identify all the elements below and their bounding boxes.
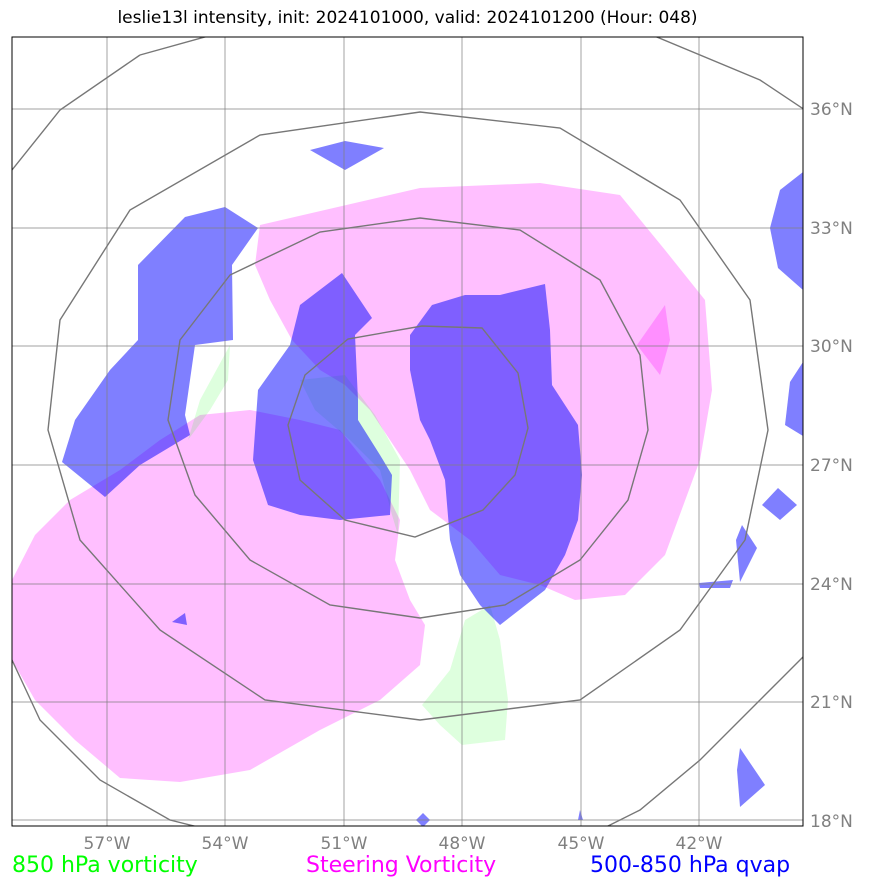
y-tick-label: 30°N — [810, 337, 853, 357]
x-tick-label: 45°W — [558, 834, 605, 854]
range-ring-1 — [287, 325, 529, 538]
qvap-west-band — [62, 207, 258, 497]
qvap-center-west — [253, 273, 392, 520]
qvap-east-upper — [770, 172, 803, 290]
range-ring-2 — [167, 217, 649, 619]
legend-qvap: 500-850 hPa qvap — [590, 853, 791, 878]
graticule — [12, 37, 803, 826]
x-tick-labels: 57°W 54°W 51°W 48°W 45°W 42°W — [84, 834, 723, 854]
y-tick-labels: 36°N 33°N 30°N 27°N 24°N 21°N 18°N — [810, 100, 853, 832]
y-tick-label: 33°N — [810, 219, 853, 239]
qvap-layer — [62, 141, 803, 826]
range-ring-4-west — [12, 54, 141, 171]
y-tick-label: 24°N — [810, 575, 853, 595]
x-tick-label: 57°W — [84, 834, 131, 854]
qvap-southeast — [737, 748, 765, 807]
y-tick-label: 21°N — [810, 693, 853, 713]
vorticity-850-west — [188, 345, 230, 440]
range-ring-4-south — [12, 659, 197, 826]
range-ring-4-east — [606, 656, 803, 826]
qvap-east-mid — [785, 362, 803, 436]
x-tick-label: 48°W — [439, 834, 486, 854]
range-rings — [12, 37, 803, 826]
legend-850-hpa-vorticity: 850 hPa vorticity — [12, 853, 198, 878]
y-tick-label: 18°N — [810, 812, 853, 832]
y-tick-label: 27°N — [810, 456, 853, 476]
legend-steering-vorticity: Steering Vorticity — [306, 853, 497, 878]
qvap-small-triangle — [736, 525, 757, 582]
qvap-small-diamond — [762, 488, 797, 520]
steering-vorticity-east — [637, 305, 670, 375]
qvap-center-east — [410, 284, 582, 625]
x-tick-label: 54°W — [202, 834, 249, 854]
map-title: leslie13l intensity, init: 2024101000, v… — [117, 8, 698, 28]
qvap-north-blob — [310, 141, 384, 170]
range-ring-4 — [139, 37, 803, 110]
x-tick-label: 42°W — [676, 834, 723, 854]
qvap-tiny-west — [172, 613, 187, 625]
plot-frame — [11, 36, 804, 827]
vorticity-850-south — [422, 605, 508, 745]
y-tick-label: 36°N — [810, 100, 853, 120]
x-tick-label: 51°W — [321, 834, 368, 854]
range-ring-3 — [47, 111, 769, 721]
